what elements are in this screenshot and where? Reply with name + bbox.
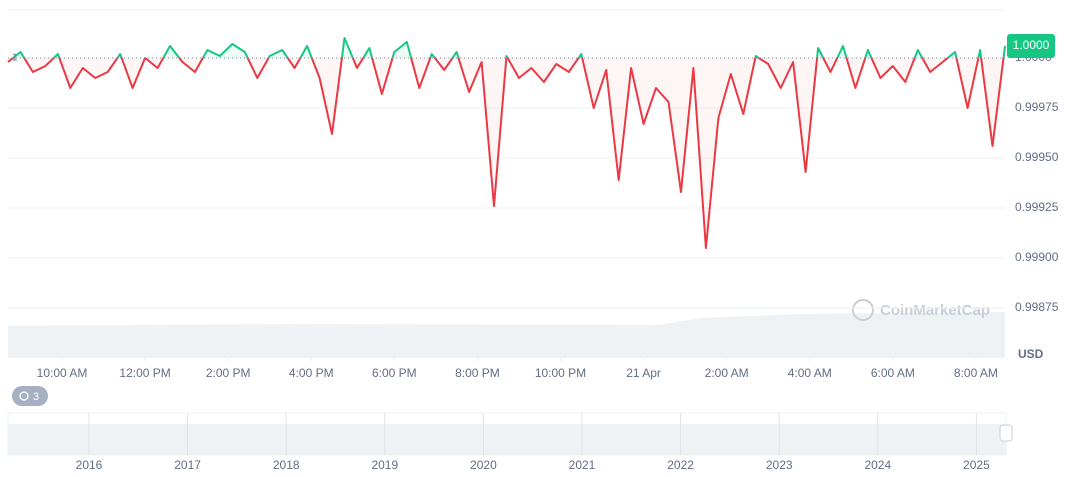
x-tick-label: 8:00 PM — [455, 366, 500, 380]
area-down — [8, 58, 1005, 248]
nav-year-label: 2018 — [273, 458, 300, 472]
y-tick-label: 0.99950 — [1015, 150, 1059, 164]
navigator: 3 2016 2017 2018 2019 2020 2021 2022 2023 2024 20… — [7, 386, 1013, 472]
watermark: CoinMarketCap — [852, 299, 990, 321]
badge[interactable] — [12, 386, 48, 406]
price-tag-label: 1.0000 — [1013, 38, 1050, 52]
x-tick-label: 8:00 AM — [954, 366, 998, 380]
x-tick-label: 6:00 AM — [871, 366, 915, 380]
price-tag — [1007, 34, 1055, 58]
nav-year-label: 2023 — [766, 458, 793, 472]
nav-year-label: 2017 — [174, 458, 201, 472]
nav-year-label: 2024 — [864, 458, 891, 472]
x-tick-label: 2:00 AM — [705, 366, 749, 380]
y-tick-label: 0.99975 — [1015, 100, 1059, 114]
baseline-label: 1 — [12, 53, 18, 64]
x-tick-label: 21 Apr — [626, 366, 661, 380]
y-tick-label: 0.99925 — [1015, 200, 1059, 214]
x-tick-label: 4:00 AM — [788, 366, 832, 380]
nav-year-label: 2021 — [569, 458, 596, 472]
badge-text: 3 — [33, 391, 39, 403]
price-line-up — [11, 37, 1006, 58]
unit-label: USD — [1018, 347, 1044, 361]
nav-year-label: 2022 — [667, 458, 694, 472]
x-tick-label: 6:00 PM — [372, 366, 417, 380]
y-tick-label: 0.99900 — [1015, 250, 1059, 264]
nav-handle[interactable] — [999, 424, 1013, 442]
nav-year-label: 2016 — [76, 458, 103, 472]
x-tick-label: 10:00 AM — [37, 366, 88, 380]
y-tick-label: 0.99875 — [1015, 300, 1059, 314]
nav-year-label: 2020 — [470, 458, 497, 472]
x-tick-label: 10:00 PM — [535, 366, 586, 380]
x-tick-label: 12:00 PM — [119, 366, 170, 380]
nav-year-label: 2019 — [371, 458, 398, 472]
nav-year-label: 2025 — [963, 458, 990, 472]
watermark-text: CoinMarketCap — [880, 302, 990, 319]
volume-area — [8, 312, 1005, 358]
x-tick-label: 2:00 PM — [206, 366, 251, 380]
x-tick-label: 4:00 PM — [289, 366, 334, 380]
